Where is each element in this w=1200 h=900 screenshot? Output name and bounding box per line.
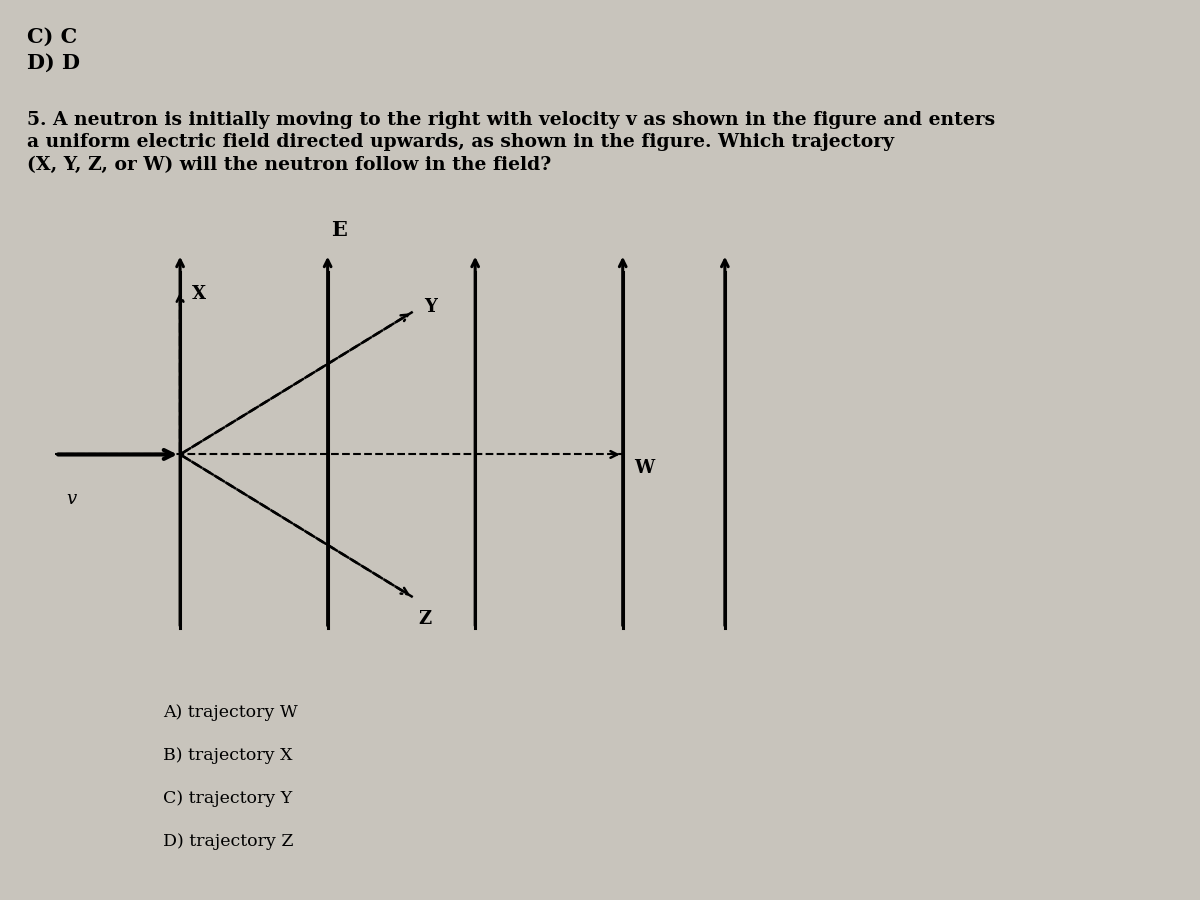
Text: B) trajectory X: B) trajectory X	[163, 747, 293, 764]
Text: Y: Y	[424, 298, 437, 316]
Text: 5. A neutron is initially moving to the right with velocity v as shown in the fi: 5. A neutron is initially moving to the …	[26, 112, 995, 130]
Text: E: E	[331, 220, 347, 240]
Text: a uniform electric field directed upwards, as shown in the figure. Which traject: a uniform electric field directed upward…	[26, 133, 894, 151]
Text: (X, Y, Z, or W) will the neutron follow in the field?: (X, Y, Z, or W) will the neutron follow …	[26, 156, 551, 174]
Text: D) D: D) D	[26, 53, 80, 73]
Text: D) trajectory Z: D) trajectory Z	[163, 832, 294, 850]
Text: X: X	[192, 285, 205, 303]
Text: Z: Z	[419, 610, 432, 628]
Text: v: v	[66, 491, 77, 508]
Text: C) C: C) C	[26, 26, 77, 47]
Text: C) trajectory Y: C) trajectory Y	[163, 789, 293, 806]
Text: W: W	[634, 459, 654, 477]
Text: A) trajectory W: A) trajectory W	[163, 704, 298, 721]
